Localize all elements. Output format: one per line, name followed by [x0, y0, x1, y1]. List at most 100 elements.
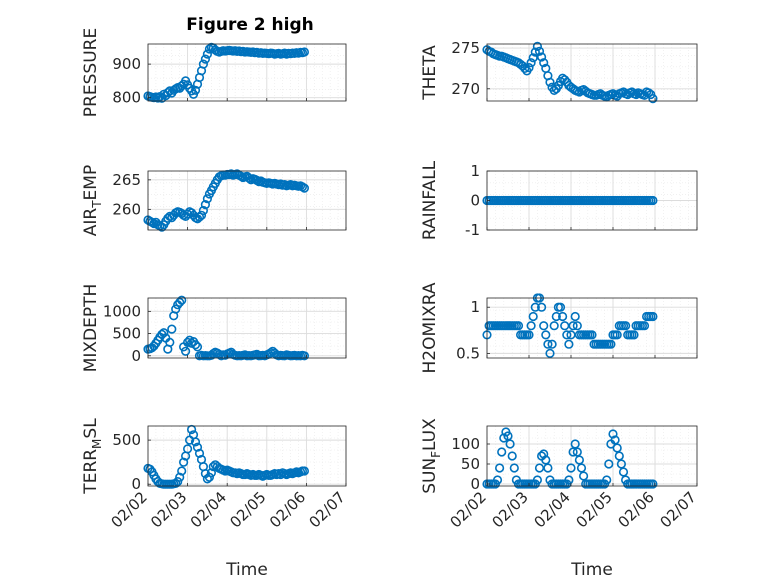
- y-tick-label: 0.5: [456, 344, 480, 362]
- data-point: [173, 477, 183, 487]
- y-tick-label: 0: [131, 347, 141, 365]
- subplot-4: -1 0 1 RAINFALL: [420, 160, 698, 240]
- data-point: [539, 321, 549, 331]
- subplot-8: 0 50 100 SUNFLUX02/0202/0302/0402/0502/0602…: [420, 418, 700, 580]
- data-point: [620, 321, 631, 331]
- data-point: [568, 321, 578, 331]
- data-point: [299, 351, 310, 361]
- y-tick-label: 270: [451, 80, 480, 98]
- data-point: [616, 459, 627, 469]
- y-tick-label: 1000: [103, 302, 141, 320]
- x-axis-label: Time: [570, 560, 613, 580]
- data-point: [198, 59, 208, 69]
- data-point: [551, 311, 561, 322]
- data-point: [612, 443, 622, 453]
- y-axis-label-1: PRESSURE: [81, 28, 101, 117]
- data-point: [534, 46, 545, 56]
- data-point: [266, 348, 276, 358]
- data-point: [648, 195, 658, 206]
- subplot-3: 260 265 AIRTEMP: [81, 165, 347, 236]
- data-series: [143, 295, 310, 361]
- x-tick-label: 02/02: [108, 488, 151, 531]
- x-tick-label: 02/04: [187, 488, 230, 531]
- data-point: [568, 447, 578, 457]
- data-point: [576, 463, 587, 473]
- data-point: [495, 463, 505, 473]
- data-point: [208, 462, 218, 472]
- data-point: [299, 183, 310, 193]
- data-point: [532, 41, 543, 52]
- data-point: [560, 75, 570, 85]
- data-series: [143, 424, 310, 489]
- data-point: [175, 472, 185, 482]
- data-point: [165, 337, 175, 348]
- y-axis-label-3: AIRTEMP: [81, 165, 104, 236]
- data-point: [543, 463, 553, 473]
- data-point: [574, 455, 585, 465]
- y-tick-label: 0: [131, 475, 141, 493]
- plot-area: [487, 426, 697, 486]
- data-point: [524, 62, 534, 73]
- data-point: [509, 463, 519, 473]
- data-point: [539, 58, 549, 68]
- data-point: [608, 429, 618, 439]
- data-point: [629, 330, 639, 340]
- data-point: [604, 459, 614, 469]
- x-tick-label: 02/07: [306, 488, 349, 531]
- x-tick-label: 02/04: [531, 488, 574, 531]
- data-point: [194, 212, 205, 222]
- y-tick-label: 275: [451, 39, 480, 57]
- axes-box: [147, 43, 347, 102]
- data-point: [570, 439, 580, 449]
- data-point: [572, 321, 582, 331]
- x-tick-label: 02/05: [573, 488, 616, 531]
- data-point: [564, 475, 574, 485]
- data-point: [566, 463, 576, 473]
- data-point: [183, 337, 193, 348]
- data-point: [192, 342, 203, 352]
- data-point: [526, 321, 536, 331]
- data-point: [528, 53, 538, 63]
- y-tick-label: 260: [112, 200, 141, 218]
- data-point: [648, 311, 658, 322]
- data-point: [507, 451, 517, 461]
- y-axis-label-5: MIXDEPTH: [81, 284, 101, 373]
- data-point: [562, 330, 572, 340]
- data-point: [204, 44, 214, 54]
- data-point: [198, 205, 208, 216]
- data-point: [564, 339, 574, 349]
- data-point: [602, 475, 612, 485]
- data-series: [482, 293, 658, 359]
- x-tick-label: 02/06: [266, 488, 309, 531]
- y-tick-label: -1: [465, 221, 480, 239]
- data-point: [194, 448, 205, 459]
- data-point: [631, 89, 641, 100]
- data-point: [526, 58, 536, 68]
- x-tick-label: 02/07: [657, 488, 700, 531]
- data-point: [159, 328, 169, 338]
- data-point: [532, 475, 543, 485]
- y-tick-label: 800: [112, 89, 141, 107]
- data-point: [555, 302, 566, 312]
- data-point: [545, 77, 555, 87]
- data-point: [578, 471, 589, 481]
- data-point: [547, 339, 557, 349]
- data-point: [190, 340, 201, 350]
- subplot-1: 800 900 PRESSURE: [81, 28, 347, 117]
- data-point: [549, 321, 559, 331]
- data-point: [545, 348, 555, 359]
- y-tick-label: 100: [451, 435, 480, 453]
- data-point: [492, 475, 503, 485]
- data-point: [299, 47, 310, 57]
- y-tick-label: 0: [470, 192, 480, 210]
- data-point: [177, 295, 187, 305]
- data-point: [513, 321, 524, 331]
- data-point: [648, 93, 658, 104]
- data-point: [175, 297, 185, 308]
- y-axis-label-6: H2OMIXRA: [420, 282, 440, 373]
- data-point: [520, 63, 530, 73]
- data-point: [299, 466, 310, 476]
- data-point: [165, 86, 175, 96]
- axes-box: [147, 170, 347, 231]
